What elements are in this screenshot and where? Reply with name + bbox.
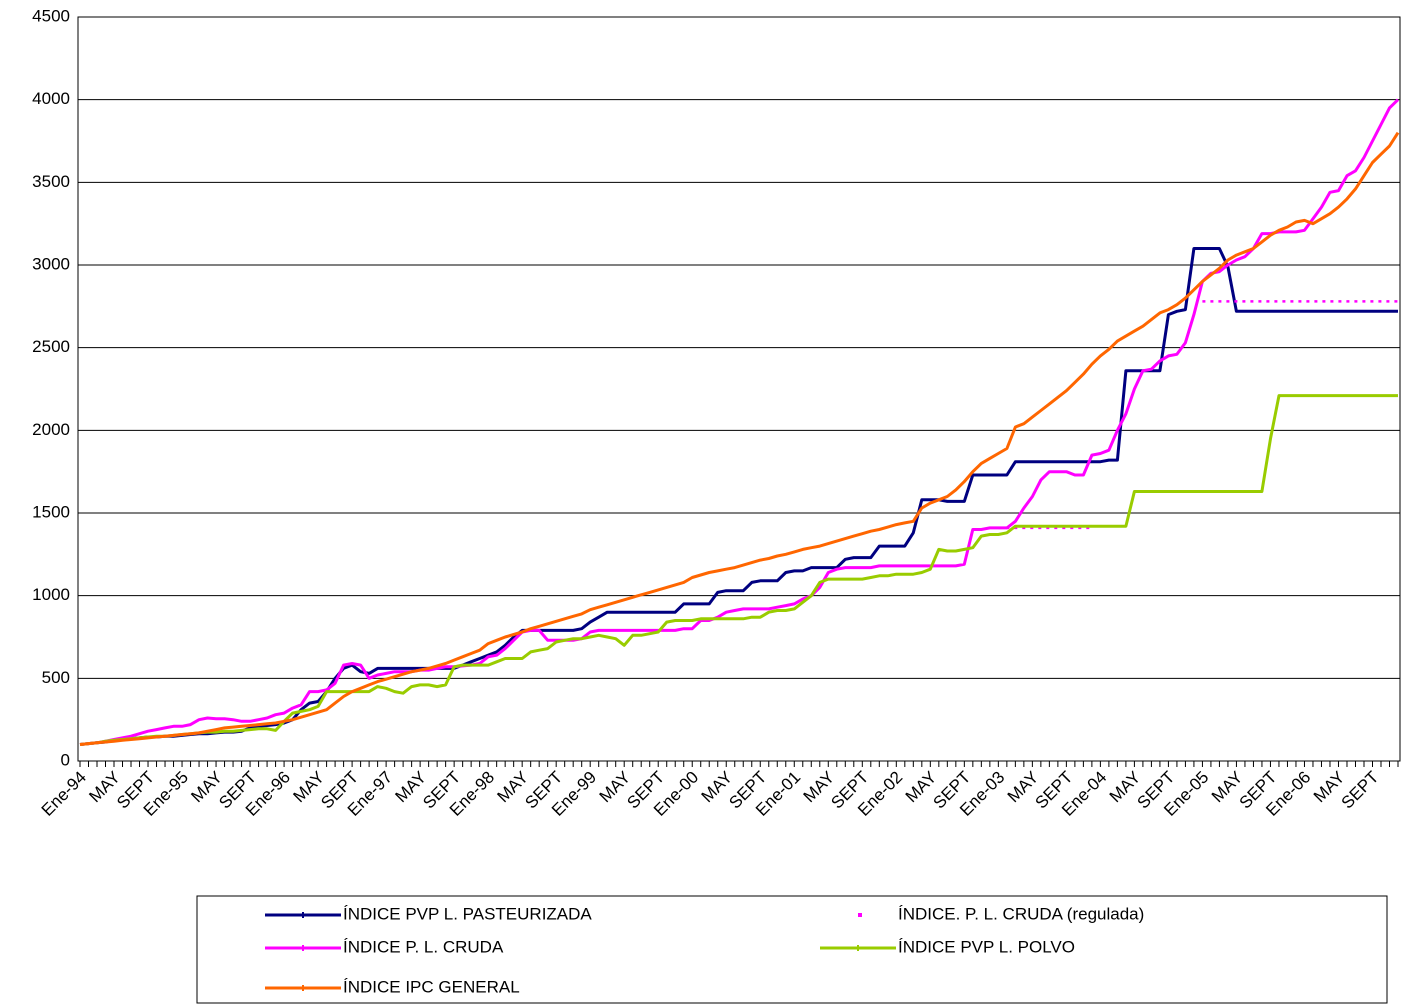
y-tick-label: 4000 bbox=[32, 89, 70, 108]
y-tick-label: 4500 bbox=[32, 6, 70, 25]
plot-border bbox=[77, 16, 1401, 762]
series-line bbox=[79, 131, 1400, 746]
legend-label: ÍNDICE. P. L. CRUDA (regulada) bbox=[898, 904, 1144, 923]
legend-label: ÍNDICE PVP L. PASTEURIZADA bbox=[343, 904, 592, 923]
y-tick-label: 500 bbox=[42, 668, 70, 687]
series-line bbox=[79, 98, 1400, 746]
y-tick-label: 3000 bbox=[32, 254, 70, 273]
series-line bbox=[79, 394, 1398, 746]
y-tick-label: 2000 bbox=[32, 420, 70, 439]
y-tick-label: 1000 bbox=[32, 585, 70, 604]
y-tick-label: 0 bbox=[61, 750, 70, 769]
series-line bbox=[79, 247, 1398, 746]
x-tick-label: SEPT bbox=[1338, 768, 1383, 813]
legend-label: ÍNDICE PVP L. POLVO bbox=[898, 937, 1075, 956]
series-line bbox=[998, 300, 1398, 530]
x-tick-label: Ene-94 bbox=[38, 768, 90, 820]
y-tick-label: 2500 bbox=[32, 337, 70, 356]
legend-label: ÍNDICE P. L. CRUDA bbox=[343, 937, 504, 956]
legend-swatch bbox=[858, 913, 862, 917]
legend-label: ÍNDICE IPC GENERAL bbox=[343, 977, 520, 996]
y-tick-label: 3500 bbox=[32, 172, 70, 191]
y-tick-label: 1500 bbox=[32, 502, 70, 521]
legend-box bbox=[196, 895, 1388, 1004]
